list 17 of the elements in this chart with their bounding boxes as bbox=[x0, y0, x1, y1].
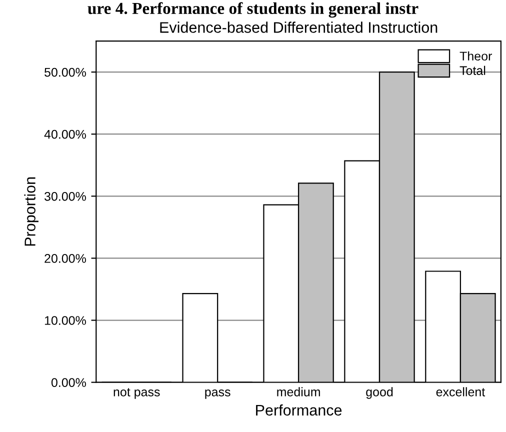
x-tick-label: excellent bbox=[436, 387, 486, 396]
y-axis-title: Proportion bbox=[24, 177, 38, 246]
x-tick-label: pass bbox=[205, 390, 230, 399]
y-tick-label: 40.00% bbox=[44, 130, 86, 139]
y-tick-label: 10.00% bbox=[44, 316, 86, 325]
text: ure 4. Performance of students in general instr bbox=[88, 2, 418, 18]
chart-title: Evidence-based Differentiated Instruction bbox=[160, 22, 438, 33]
x-tick-label: medium bbox=[277, 387, 320, 396]
x-tick-label: good bbox=[366, 387, 393, 399]
legend-label: Theor bbox=[460, 51, 492, 61]
y-tick-label: 0.00% bbox=[51, 378, 86, 387]
y-tick-label: 50.00% bbox=[44, 68, 86, 77]
x-tick-label: not pass bbox=[114, 388, 160, 399]
legend-label: Total bbox=[460, 66, 486, 76]
x-axis-title: Performance bbox=[256, 404, 342, 416]
y-tick-label: 30.00% bbox=[44, 192, 86, 201]
y-tick-label: 20.00% bbox=[44, 254, 86, 263]
